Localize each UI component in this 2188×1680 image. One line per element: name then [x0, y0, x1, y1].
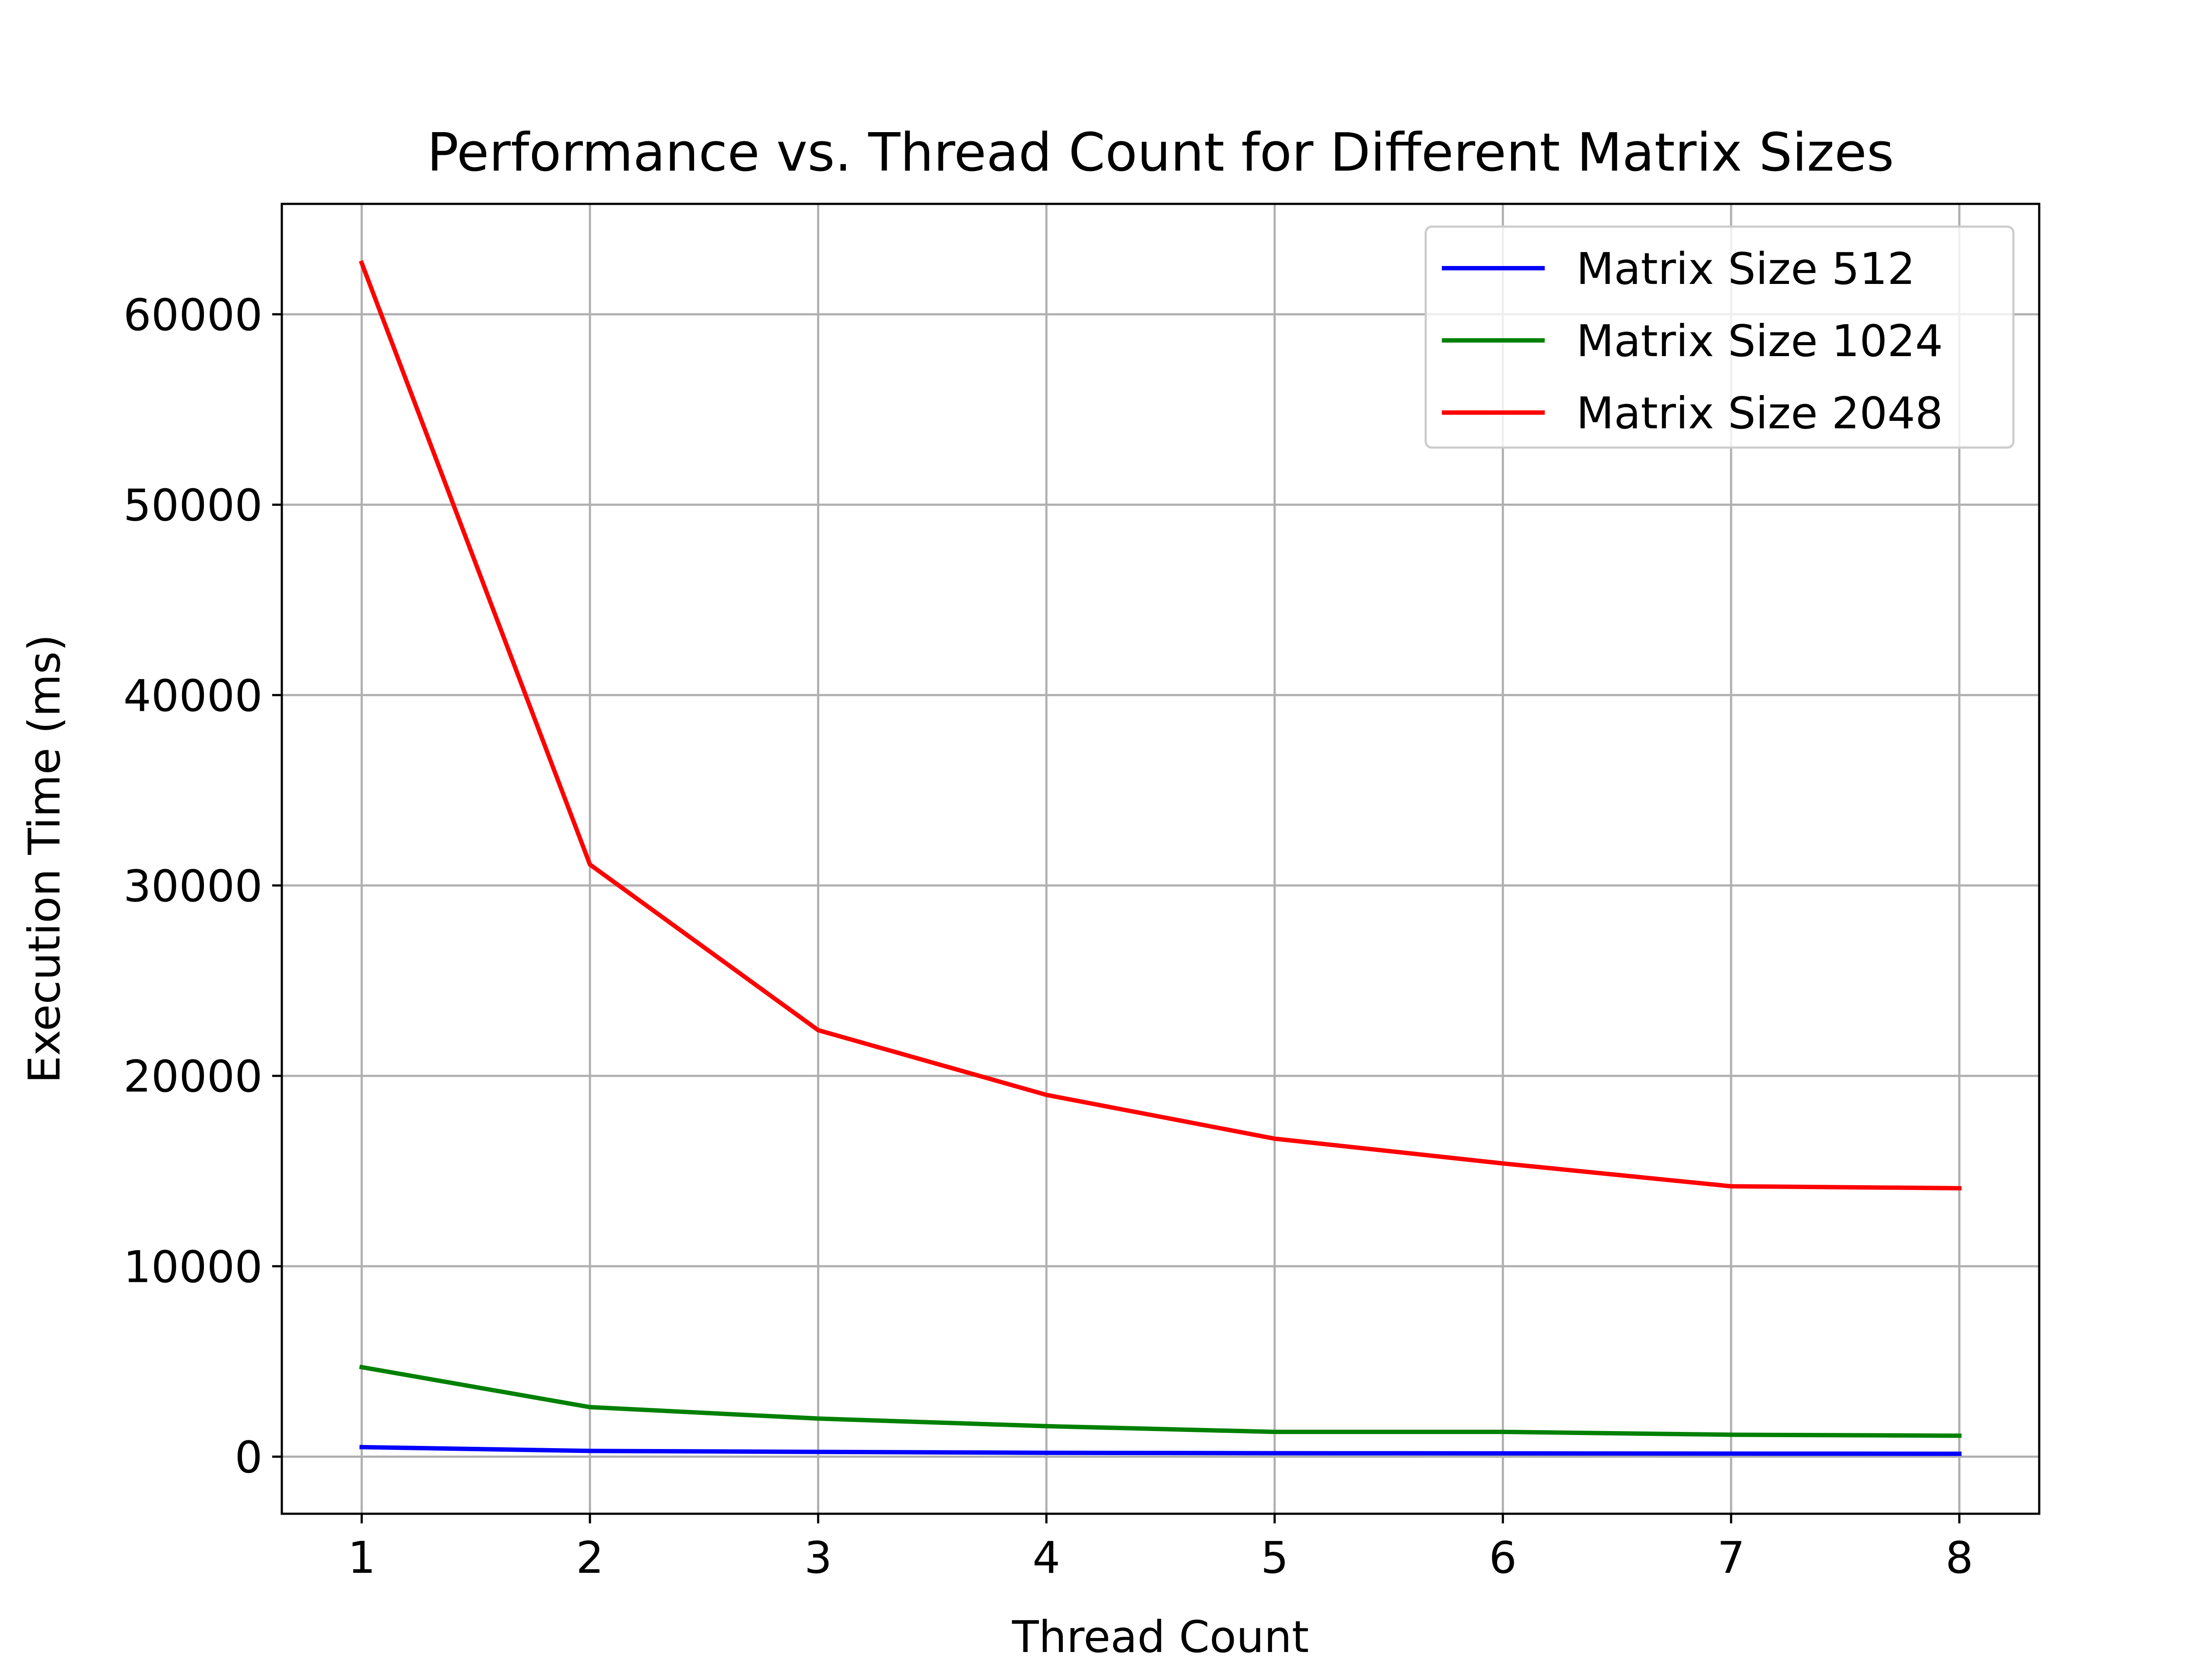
y-axis-label: Execution Time (ms): [19, 634, 70, 1084]
x-tick-label: 1: [348, 1532, 376, 1583]
x-tick-label: 2: [576, 1532, 604, 1583]
y-tick-label: 0: [235, 1432, 263, 1483]
x-tick-label: 6: [1489, 1532, 1517, 1583]
y-tick-label: 20000: [123, 1051, 263, 1102]
series-line-0: [359, 1445, 1962, 1456]
y-tick-label: 10000: [123, 1241, 263, 1292]
series-lines: [359, 260, 1962, 1456]
legend-box: [1424, 225, 2015, 449]
y-tick-label: 40000: [123, 670, 263, 721]
legend-label: Matrix Size 1024: [1576, 315, 1943, 367]
x-tick-label: 8: [1946, 1532, 1974, 1583]
series-line-2: [359, 260, 1962, 1190]
axis-ticks: 1 2 3 4 5 6 7 8 0 10000 20000 30000 40000 50000 60000: [123, 289, 1973, 1583]
y-tick-label: 50000: [123, 480, 263, 531]
x-tick-label: 3: [804, 1532, 832, 1583]
x-tick-label: 5: [1261, 1532, 1289, 1583]
legend-label: Matrix Size 512: [1576, 243, 1915, 294]
x-tick-label: 7: [1717, 1532, 1745, 1583]
legend-label: Matrix Size 2048: [1576, 388, 1943, 439]
series-line-1: [359, 1365, 1962, 1438]
plot-frame: [281, 203, 2041, 1515]
x-tick-label: 4: [1032, 1532, 1060, 1583]
chart-title: Performance vs. Thread Count for Differe…: [427, 122, 1894, 183]
y-tick-label: 30000: [123, 861, 263, 912]
x-axis-label: Thread Count: [1012, 1611, 1309, 1662]
legend: Matrix Size 512 Matrix Size 1024 Matrix Si…: [1424, 225, 2015, 449]
y-tick-label: 60000: [123, 289, 263, 340]
